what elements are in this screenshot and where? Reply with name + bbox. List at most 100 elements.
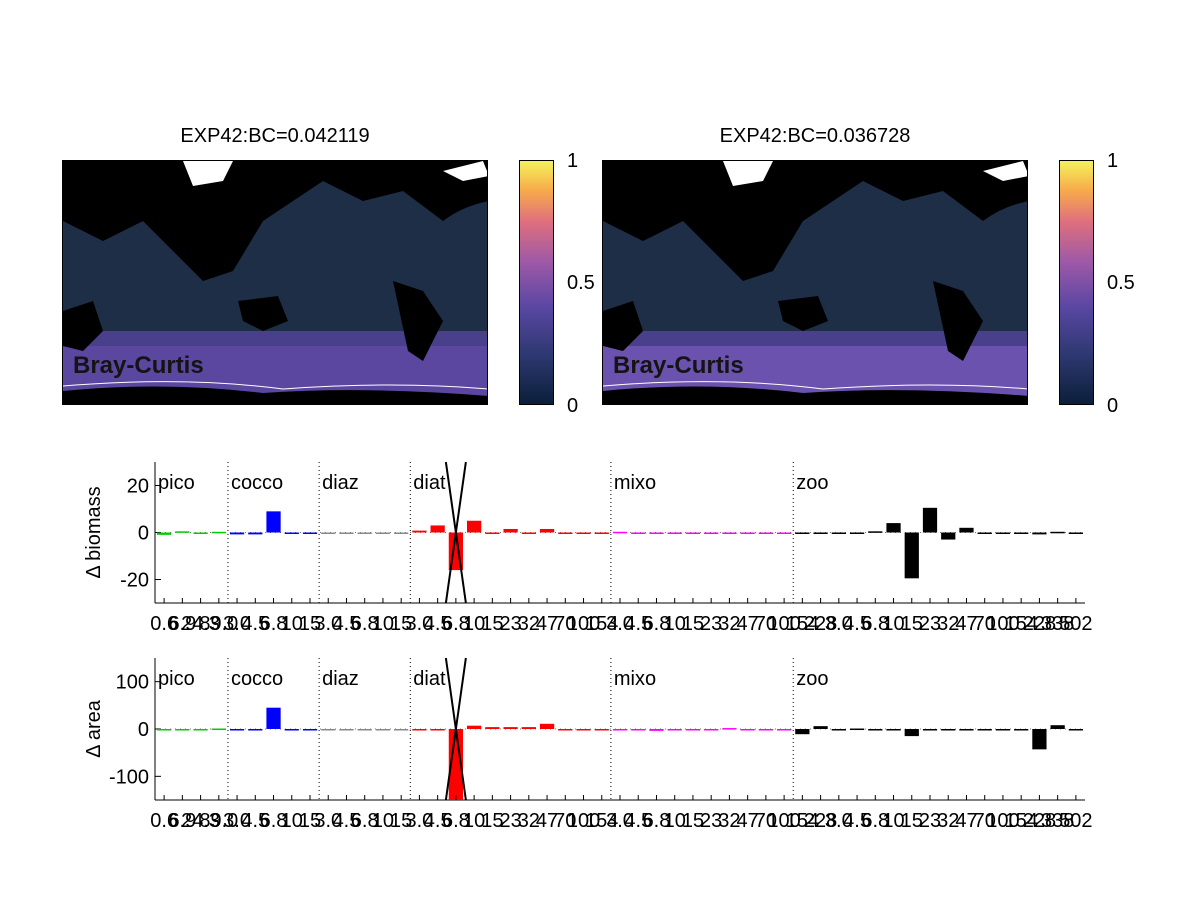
chart0-y-tick-label-2: -20 — [120, 570, 149, 592]
chart0-bar-48 — [1032, 532, 1047, 535]
chart1-x-tick-label-12: 10 — [372, 810, 394, 832]
chart0-x-tick-label-38: 4.5 — [843, 613, 871, 635]
chart1-x-tick-label-47: 154 — [1004, 810, 1037, 832]
map-title-left: EXP42:BC=0.042119 — [180, 125, 370, 147]
chart1-x-tick-label-20: 32 — [518, 810, 540, 832]
chart0-x-tick-label-35: 154 — [786, 613, 819, 635]
chart1-x-tick-label-19: 23 — [499, 810, 521, 832]
chart0-bar-37 — [831, 532, 846, 534]
world-map-right — [603, 161, 1027, 404]
chart1-bar-47 — [1014, 729, 1029, 731]
chart0-bar-20 — [521, 532, 536, 534]
chart1-bar-5 — [248, 729, 263, 731]
chart0-cross-line-b — [444, 461, 467, 604]
chart1-bar-2 — [193, 729, 208, 731]
chart1-bar-27 — [649, 729, 664, 731]
chart0-group-label-4: mixo — [614, 472, 656, 494]
chart0-x-tick-label-16: 6.8 — [442, 613, 470, 635]
chart0-bar-33 — [758, 532, 773, 534]
chart0-bar-8 — [302, 532, 318, 534]
chart0-x-tick-label-36: 228 — [804, 613, 837, 635]
chart1-x-tick-label-30: 23 — [700, 810, 722, 832]
chart0-bar-25 — [612, 531, 628, 534]
chart1-y-tick-label-2: -100 — [109, 766, 149, 788]
chart0-bar-46 — [995, 532, 1011, 534]
chart1-bar-29 — [685, 729, 701, 731]
chart1-bar-39 — [868, 729, 883, 731]
colorbar-left-tick-min: 0 — [567, 395, 579, 417]
chart1-bar-17 — [467, 725, 482, 729]
chart0-bar-49 — [1050, 531, 1065, 534]
chart1-bar-30 — [704, 729, 719, 731]
chart1-x-tick-label-34: 100 — [767, 810, 800, 832]
chart0-bar-38 — [849, 532, 865, 534]
chart0-bar-15 — [430, 525, 445, 533]
chart1-bar-33 — [758, 729, 773, 731]
chart0-bar-30 — [704, 532, 719, 534]
chart1-bar-1 — [175, 729, 190, 731]
chart0-y-tick-label-1: 0 — [138, 523, 149, 545]
chart1-x-tick-label-0: 0.6 — [150, 810, 178, 832]
chart1-x-tick-label-28: 10 — [664, 810, 686, 832]
chart1-bar-9 — [321, 729, 336, 731]
chart1-group-label-0: pico — [158, 668, 195, 690]
chart0-x-tick-label-12: 10 — [372, 613, 394, 635]
chart1-x-tick-label-26: 4.5 — [624, 810, 652, 832]
chart1-bar-7 — [284, 729, 299, 731]
chart0-x-tick-label-18: 15 — [481, 613, 503, 635]
chart0-x-tick-label-21: 47 — [536, 613, 558, 635]
chart0-x-tick-label-43: 32 — [937, 613, 959, 635]
map-label-left: Bray-Curtis — [73, 352, 204, 379]
chart0-bar-50 — [1068, 532, 1083, 534]
chart0-bar-10 — [339, 532, 354, 534]
colorbar-left-tick-max: 1 — [567, 150, 579, 172]
chart1-x-tick-label-46: 100 — [986, 810, 1019, 832]
colorbar-right — [1059, 160, 1094, 405]
chart1-bar-13 — [394, 729, 409, 731]
chart0-bar-19 — [503, 528, 518, 533]
chart0-y-axis-label: Δ biomass — [83, 486, 105, 578]
chart1-bar-45 — [977, 729, 992, 731]
chart1-x-tick-label-25: 3.0 — [606, 810, 634, 832]
chart0-x-tick-label-29: 15 — [682, 613, 704, 635]
chart1-x-tick-label-8: 15 — [299, 810, 321, 832]
chart1-x-tick-label-16: 6.8 — [442, 810, 470, 832]
chart0-bar-47 — [1014, 532, 1029, 534]
chart1-x-tick-label-2: 24.3 — [181, 810, 220, 832]
chart1-x-tick-label-27: 6.8 — [643, 810, 671, 832]
chart1-x-tick-label-36: 228 — [804, 810, 837, 832]
chart1-x-tick-label-50: 502 — [1059, 810, 1092, 832]
chart0-bar-26 — [631, 532, 646, 534]
chart1-x-tick-label-1: 6.9 — [168, 810, 196, 832]
chart0-bar-18 — [485, 532, 500, 534]
chart0-group-label-2: diaz — [322, 472, 359, 494]
chart1-x-tick-label-4: 3.0 — [223, 810, 251, 832]
chart0-x-tick-label-6: 6.8 — [260, 613, 288, 635]
chart0-bar-45 — [977, 532, 992, 534]
chart0-x-tick-label-26: 4.5 — [624, 613, 652, 635]
chart1-bar-24 — [594, 729, 609, 731]
chart1-x-tick-label-37: 3.0 — [825, 810, 853, 832]
chart1-group-label-3: diat — [413, 668, 446, 690]
chart1-bar-4 — [229, 729, 245, 731]
chart1-x-tick-label-18: 15 — [481, 810, 503, 832]
colorbar-left — [519, 160, 554, 405]
chart1-x-tick-label-41: 15 — [901, 810, 923, 832]
chart0-x-tick-label-40: 10 — [882, 613, 904, 635]
chart1-x-tick-label-9: 3.0 — [314, 810, 342, 832]
chart0-x-tick-label-37: 3.0 — [825, 613, 853, 635]
chart0-x-tick-label-3: 89.0 — [199, 613, 238, 635]
chart0-x-tick-label-46: 100 — [986, 613, 1019, 635]
chart1-x-tick-label-49: 338 — [1041, 810, 1074, 832]
world-map-left — [63, 161, 487, 404]
chart0-group-label-3: diat — [413, 472, 446, 494]
chart0-bar-24 — [594, 532, 609, 534]
chart1-bar-37 — [831, 729, 846, 731]
chart1-x-tick-label-35: 154 — [786, 810, 819, 832]
chart1-x-tick-label-3: 89.0 — [199, 810, 238, 832]
chart0-group-label-0: pico — [158, 472, 195, 494]
chart0-x-tick-label-27: 6.8 — [643, 613, 671, 635]
chart0-x-tick-label-48: 228 — [1023, 613, 1056, 635]
chart1-y-tick-label-0: 100 — [116, 672, 149, 694]
chart0-bar-6 — [266, 511, 281, 533]
